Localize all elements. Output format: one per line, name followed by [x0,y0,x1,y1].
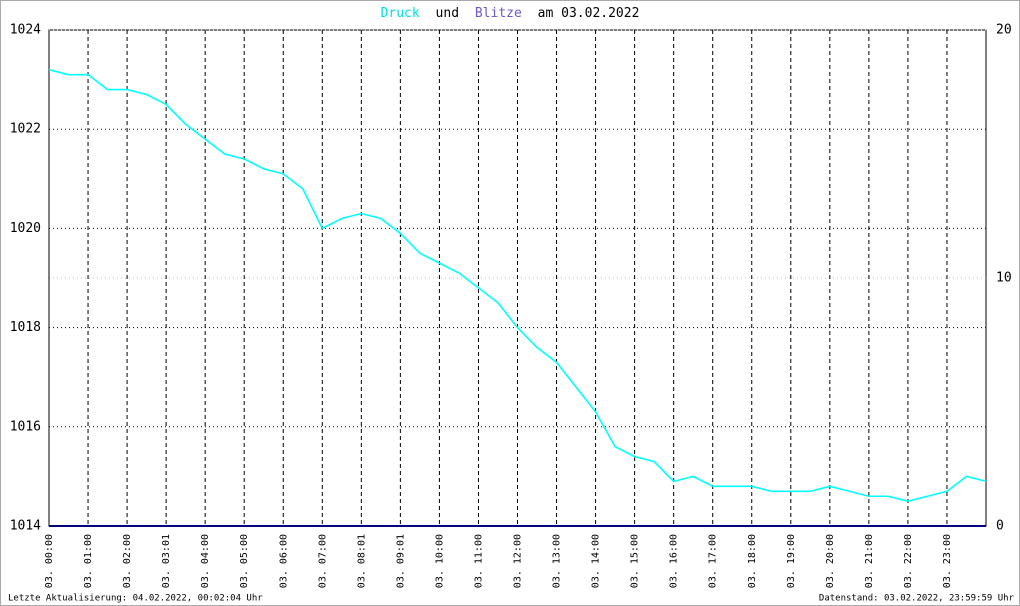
y-tick-label: 1020 [10,221,41,236]
x-tick-label: 03. 21:00 [864,534,875,588]
x-tick-label: 03. 11:00 [473,534,484,588]
x-tick-label: 03. 20:00 [825,534,836,588]
y2-tick-label: 20 [996,23,1012,38]
x-tick-label: 03. 14:00 [591,534,602,588]
y-tick-label: 1024 [10,23,41,38]
x-tick-label: 03. 10:00 [434,534,445,588]
x-tick-label: 03. 05:00 [239,534,250,588]
x-tick-label: 03. 17:00 [708,534,719,588]
data-line [48,68,987,503]
x-tick-label: 03. 23:00 [942,534,953,588]
title-date: am 03.02.2022 [538,6,640,21]
x-tick-label: 03. 12:00 [513,534,524,588]
x-tick-label: 03. 02:00 [122,534,133,588]
x-tick-label: 03. 07:00 [317,534,328,588]
y2-tick-label: 0 [996,519,1004,534]
footer-left: Letzte Aktualisierung: 04.02.2022, 00:02… [8,594,263,604]
chart-title: Druck und Blitze am 03.02.2022 [381,6,640,21]
x-tick-label: 03. 18:00 [747,534,758,588]
x-tick-label: 03. 09:01 [395,534,406,588]
footer-right: Datenstand: 03.02.2022, 23:59:59 Uhr [819,594,1015,604]
y2-tick-label: 10 [996,271,1012,286]
title-series-2: Blitze [475,6,522,21]
x-tick-label: 03. 22:00 [903,534,914,588]
x-tick-label: 03. 08:01 [356,534,367,588]
x-tick-label: 03. 06:00 [278,534,289,588]
y-tick-label: 1022 [10,122,41,137]
x-tick-label: 03. 03:01 [161,534,172,588]
x-tick-label: 03. 04:00 [200,534,211,588]
x-tick-label: 03. 00:00 [44,534,55,588]
x-tick-label: 03. 01:00 [83,534,94,588]
x-tick-label: 03. 15:00 [630,534,641,588]
x-tick-label: 03. 19:00 [786,534,797,588]
y-tick-label: 1016 [10,419,41,434]
x-tick-label: 03. 16:00 [669,534,680,588]
title-joiner: und [436,6,459,21]
title-series-1: Druck [381,6,420,21]
x-tick-label: 03. 13:00 [552,534,563,588]
y-tick-label: 1014 [10,519,41,534]
y-tick-label: 1018 [10,320,41,335]
